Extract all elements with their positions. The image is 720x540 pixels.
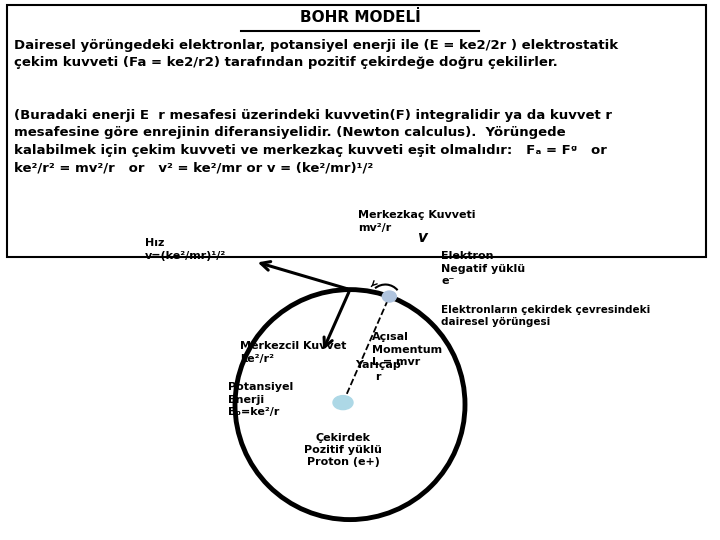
Text: Elektronların çekirdek çevresindeki
dairesel yörüngesi: Elektronların çekirdek çevresindeki dair… xyxy=(441,305,651,327)
Text: v: v xyxy=(418,230,428,245)
Text: Elektron
Negatif yüklü
e⁻: Elektron Negatif yüklü e⁻ xyxy=(441,251,526,286)
Text: Yarıçap
r: Yarıçap r xyxy=(355,360,401,382)
Text: Dairesel yörüngedeki elektronlar, potansiyel enerji ile (E = ke2/2r ) elektrosta: Dairesel yörüngedeki elektronlar, potans… xyxy=(14,39,618,69)
Ellipse shape xyxy=(333,396,353,410)
Text: Merkezcil Kuvvet
ke²/r²: Merkezcil Kuvvet ke²/r² xyxy=(240,341,346,364)
Text: Çekirdek
Pozitif yüklü
Proton (e+): Çekirdek Pozitif yüklü Proton (e+) xyxy=(304,433,382,468)
Text: BOHR MODELİ: BOHR MODELİ xyxy=(300,10,420,25)
Text: Hız
v=(ke²/mr)¹/²: Hız v=(ke²/mr)¹/² xyxy=(145,238,226,261)
Text: Merkezkaç Kuvveti
mv²/r: Merkezkaç Kuvveti mv²/r xyxy=(358,211,475,233)
FancyBboxPatch shape xyxy=(7,5,706,256)
Text: (Buradaki enerji E  r mesafesi üzerindeki kuvvetin(F) integralidir ya da kuvvet : (Buradaki enerji E r mesafesi üzerindeki… xyxy=(14,109,613,174)
Ellipse shape xyxy=(382,291,396,302)
Text: Açısal
Momentum
L = mvr: Açısal Momentum L = mvr xyxy=(372,332,442,367)
Text: Potansiyel
Enerji
Eₚ=ke²/r: Potansiyel Enerji Eₚ=ke²/r xyxy=(228,382,293,417)
